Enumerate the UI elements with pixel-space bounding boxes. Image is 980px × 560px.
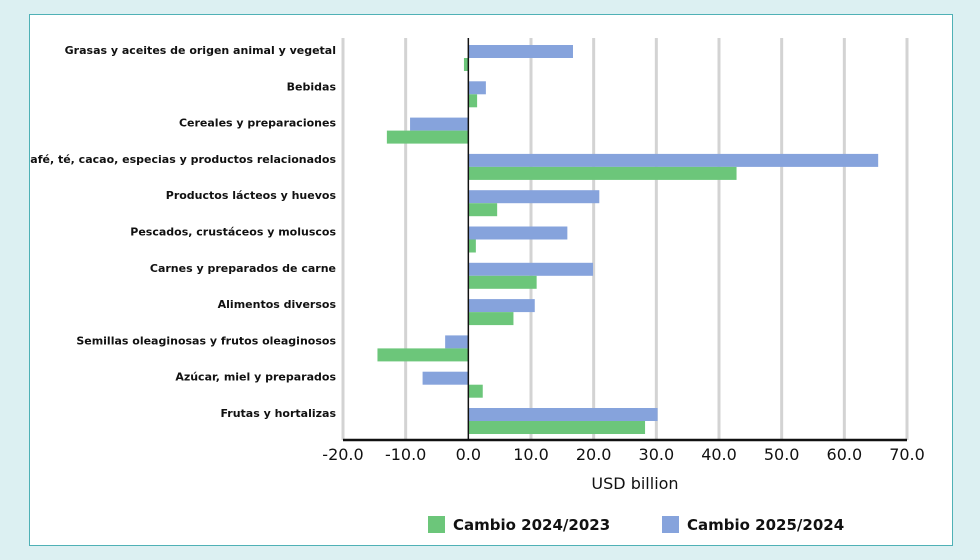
legend-swatch-0 bbox=[428, 516, 445, 533]
bar-2024-2023-2 bbox=[386, 130, 469, 144]
category-label-0: Grasas y aceites de origen animal y vege… bbox=[65, 44, 336, 57]
x-tick-label-1: -10.0 bbox=[385, 445, 426, 464]
category-label-8: Semillas oleaginosas y frutos oleaginoso… bbox=[76, 334, 336, 347]
bar-2024-2023-5 bbox=[468, 239, 476, 253]
bar-2024-2023-7 bbox=[468, 312, 514, 326]
category-label-10: Frutas y hortalizas bbox=[220, 407, 336, 420]
legend-swatch-1 bbox=[662, 516, 679, 533]
bar-2024-2023-3 bbox=[468, 166, 737, 180]
bar-2024-2023-10 bbox=[468, 421, 646, 434]
x-tick-label-9: 70.0 bbox=[889, 445, 925, 464]
bar-2025-2024-10 bbox=[468, 408, 658, 421]
x-tick-label-7: 50.0 bbox=[764, 445, 800, 464]
x-tick-label-2: 0.0 bbox=[456, 445, 481, 464]
x-tick-label-5: 30.0 bbox=[639, 445, 675, 464]
category-label-3: Café, té, cacao, especias y productos re… bbox=[30, 153, 336, 166]
bar-2024-2023-8 bbox=[377, 348, 469, 362]
bar-2025-2024-2 bbox=[410, 117, 469, 131]
chart-frame: Grasas y aceites de origen animal y vege… bbox=[29, 14, 953, 546]
legend-label-0: Cambio 2024/2023 bbox=[453, 516, 610, 534]
x-tick-label-4: 20.0 bbox=[576, 445, 612, 464]
x-tick-label-0: -20.0 bbox=[322, 445, 363, 464]
bar-2025-2024-9 bbox=[422, 371, 469, 385]
bar-2024-2023-9 bbox=[468, 384, 483, 398]
bar-2024-2023-6 bbox=[468, 275, 537, 289]
category-label-9: Azúcar, miel y preparados bbox=[175, 371, 336, 384]
x-tick-label-3: 10.0 bbox=[513, 445, 549, 464]
legend-label-1: Cambio 2025/2024 bbox=[687, 516, 844, 534]
bar-2025-2024-8 bbox=[445, 335, 469, 349]
bar-2025-2024-3 bbox=[468, 153, 879, 167]
bar-2024-2023-4 bbox=[468, 203, 498, 217]
x-tick-label-8: 60.0 bbox=[827, 445, 863, 464]
bar-2025-2024-5 bbox=[468, 226, 568, 240]
x-tick-label-6: 40.0 bbox=[701, 445, 737, 464]
category-label-1: Bebidas bbox=[287, 80, 337, 93]
bar-2025-2024-0 bbox=[468, 45, 573, 58]
bar-2025-2024-4 bbox=[468, 190, 600, 204]
bar-chart: Grasas y aceites de origen animal y vege… bbox=[30, 38, 925, 534]
category-label-6: Carnes y preparados de carne bbox=[150, 262, 336, 275]
bar-2025-2024-6 bbox=[468, 262, 594, 276]
category-label-4: Productos lácteos y huevos bbox=[166, 189, 337, 202]
bar-2025-2024-7 bbox=[468, 299, 535, 313]
category-label-2: Cereales y preparaciones bbox=[179, 117, 336, 130]
category-label-5: Pescados, crustáceos y moluscos bbox=[130, 226, 336, 239]
x-axis-title: USD billion bbox=[591, 474, 678, 493]
category-label-7: Alimentos diversos bbox=[218, 298, 337, 311]
bar-2024-2023-1 bbox=[468, 94, 478, 108]
bar-2024-2023-0 bbox=[463, 58, 469, 71]
bar-2025-2024-1 bbox=[468, 81, 486, 95]
